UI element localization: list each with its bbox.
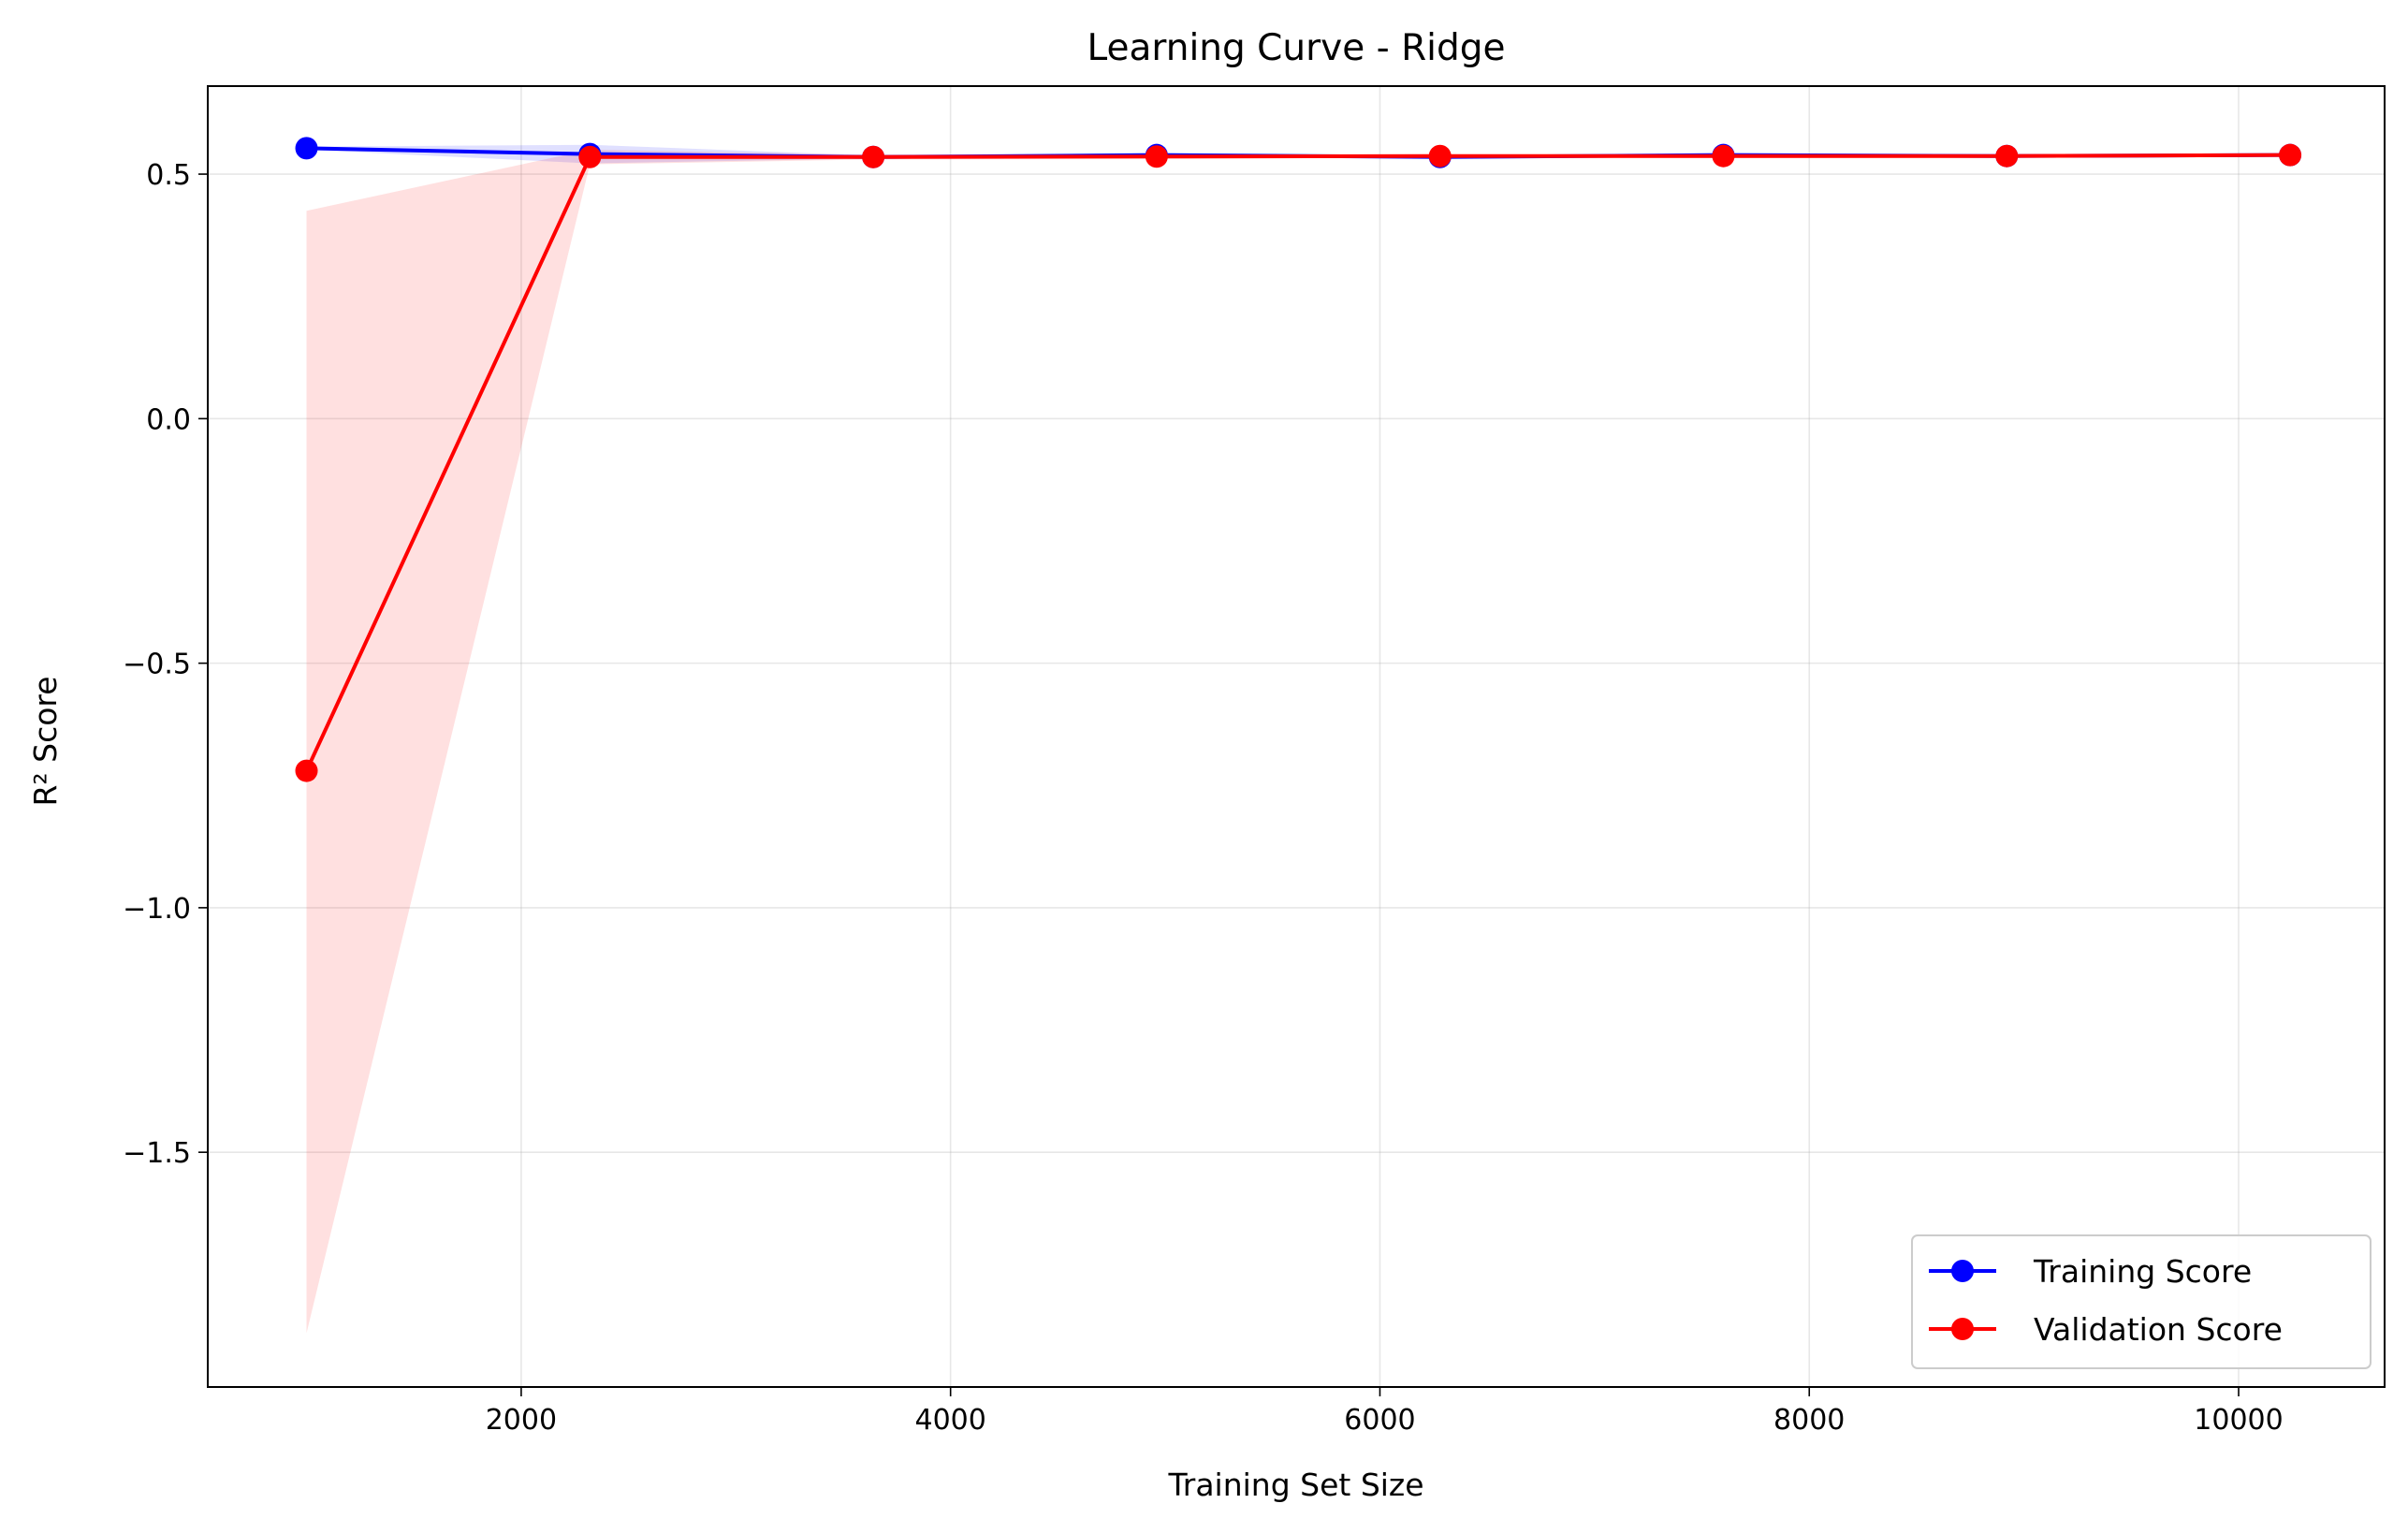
legend: Training Score Validation Score — [1911, 1234, 2372, 1369]
data-point — [862, 145, 885, 168]
y-tick-label: −1.0 — [123, 893, 191, 926]
y-tick-label: 0.0 — [146, 403, 191, 436]
data-point — [1428, 144, 1452, 168]
legend-box — [1911, 1234, 2372, 1369]
x-tick-label: 6000 — [1344, 1404, 1415, 1437]
tick-layer: 2000 4000 6000 8000 10000 0.5 0.0 −0.5 −1.0 −1.5 — [123, 159, 2284, 1437]
x-tick-label: 8000 — [1773, 1404, 1845, 1437]
y-tick-label: 0.5 — [146, 159, 191, 192]
plot-frame — [207, 85, 2386, 1388]
data-point — [295, 759, 318, 782]
data-point — [2279, 143, 2302, 167]
y-tick-label: −1.5 — [123, 1137, 191, 1170]
x-tick-label: 4000 — [915, 1404, 986, 1437]
x-tick-label: 2000 — [486, 1404, 557, 1437]
legend-label: Validation Score — [2034, 1311, 2283, 1348]
legend-label: Training Score — [2033, 1253, 2252, 1290]
series-layer — [295, 137, 2302, 782]
legend-marker — [1951, 1260, 1974, 1282]
y-axis-label: R² Score — [27, 676, 64, 806]
series-line-1 — [304, 153, 2291, 772]
x-axis-label: Training Set Size — [1167, 1467, 1423, 1503]
legend-marker — [1951, 1318, 1974, 1340]
data-point — [578, 145, 602, 168]
band-series-1 — [306, 149, 2291, 1334]
data-point — [1995, 144, 2019, 168]
grid-layer — [208, 86, 2385, 1387]
chart-title: Learning Curve - Ridge — [1087, 27, 1505, 69]
data-point — [295, 137, 318, 160]
data-point — [1145, 145, 1168, 168]
data-point — [1712, 144, 1735, 168]
x-tick-label: 10000 — [2194, 1404, 2283, 1437]
y-tick-label: −0.5 — [123, 649, 191, 681]
series-1 — [295, 143, 2302, 782]
